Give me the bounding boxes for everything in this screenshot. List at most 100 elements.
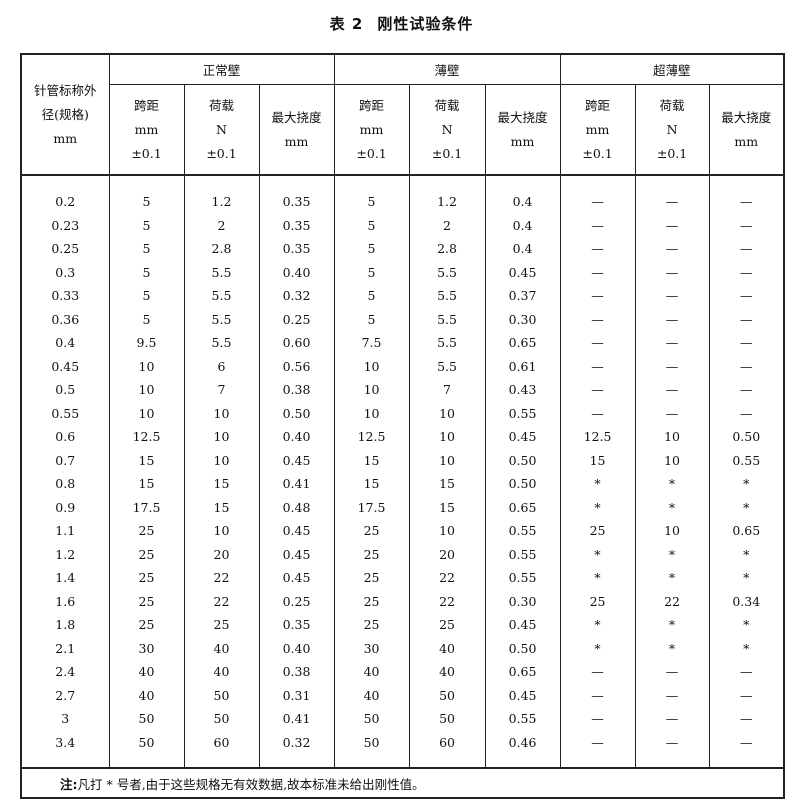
table-cell: 30 — [333, 636, 410, 660]
table-cell: 50 — [333, 707, 410, 731]
table-cell: 10 — [108, 378, 185, 402]
group-header-normal-wall: 正常壁 — [108, 54, 335, 85]
table-cell: 15 — [408, 495, 486, 519]
header-line: 跨距 — [585, 97, 611, 113]
table-cell: — — [634, 378, 710, 402]
table-cell: * — [559, 542, 636, 566]
table-cell: 5 — [108, 213, 185, 237]
table-cell: 0.55 — [20, 401, 110, 425]
table-cell: — — [708, 213, 785, 237]
table-cell: 10 — [108, 354, 185, 378]
note-label: 注: — [60, 776, 78, 792]
table-row: 0.45 10 6 0.56 10 5.5 0.61— — — — [20, 354, 785, 378]
table-cell: 0.35 — [258, 237, 335, 261]
table-cell: 5 — [333, 213, 410, 237]
table-cell: — — [634, 237, 710, 261]
table-cell: 0.32 — [258, 730, 335, 768]
table-cell: 25 — [108, 519, 185, 543]
table-cell: 0.35 — [258, 213, 335, 237]
table-cell: 7.5 — [333, 331, 410, 355]
table-cell: 12.5 — [333, 425, 410, 449]
table-cell: 0.41 — [258, 472, 335, 496]
table-title: 表 2 刚性试验条件 — [0, 13, 803, 34]
table-cell: — — [634, 730, 710, 768]
header-spec-line: 径(规格) — [41, 106, 89, 122]
table-cell: 5.5 — [408, 260, 486, 284]
table-cell: — — [634, 284, 710, 308]
table-cell: — — [559, 401, 636, 425]
table-cell: 50 — [333, 730, 410, 768]
table-cell: 7 — [408, 378, 486, 402]
table-cell: 1.1 — [20, 519, 110, 543]
table-row: 1.2 25 20 0.45 25 20 0.55 * * * — [20, 542, 785, 566]
table-cell: 0.31 — [258, 683, 335, 707]
table-cell: — — [708, 707, 785, 731]
table-cell: 10 — [408, 425, 486, 449]
table-cell: 25 — [559, 519, 636, 543]
table-cell: 0.4 — [20, 331, 110, 355]
table-cell: 0.55 — [484, 707, 561, 731]
header-line: mm — [585, 121, 610, 137]
table-cell: 5 — [108, 260, 185, 284]
table-cell: — — [559, 354, 636, 378]
table-cell: — — [634, 354, 710, 378]
note-text: 凡打 * 号者,由于这些规格无有效数据,故本标准未给出刚性值。 — [77, 776, 425, 792]
table-row: 1.8 25 25 0.35 25 25 0.45 * * * — [20, 613, 785, 637]
table-cell: 20 — [408, 542, 486, 566]
table-cell: 0.45 — [484, 683, 561, 707]
table-cell: * — [634, 566, 710, 590]
table-cell: — — [708, 401, 785, 425]
table-cell: 30 — [108, 636, 185, 660]
header-max-deflection: 最大挠度 mm — [258, 84, 335, 176]
table-cell: 10 — [634, 448, 710, 472]
table-row: 0.6 12.5 10 0.40 12.5 10 0.45 12.5 10 0.50 — [20, 425, 785, 449]
table-cell: — — [708, 683, 785, 707]
table-cell: * — [708, 636, 785, 660]
header-line: ±0.1 — [206, 145, 237, 161]
table-cell: — — [634, 331, 710, 355]
table-cell: 22 — [634, 589, 710, 613]
table-cell: 0.25 — [20, 237, 110, 261]
table-cell: * — [708, 566, 785, 590]
header-line: mm — [134, 121, 159, 137]
table-row: 0.2 5 1.2 0.35 5 1.2 0.4— — — — [20, 175, 785, 214]
table-cell: — — [559, 660, 636, 684]
table-cell: * — [708, 613, 785, 637]
table-cell: 0.61 — [484, 354, 561, 378]
table-cell: 5.5 — [183, 284, 260, 308]
table-cell: 0.4 — [484, 213, 561, 237]
table-cell: — — [634, 213, 710, 237]
header-max-deflection: 最大挠度 mm — [484, 84, 561, 176]
table-cell: 2.7 — [20, 683, 110, 707]
header-span: 跨距 mm ±0.1 — [108, 84, 185, 176]
table-cell: 0.50 — [484, 472, 561, 496]
table-cell: 15 — [108, 448, 185, 472]
table-cell: 40 — [408, 636, 486, 660]
table-cell: — — [634, 260, 710, 284]
group-header-extra-thin-wall: 超薄壁 — [559, 54, 785, 85]
table-cell: * — [708, 542, 785, 566]
table-cell: * — [559, 613, 636, 637]
table-cell: 5 — [108, 237, 185, 261]
table-cell: * — [634, 472, 710, 496]
sub-header-row: 跨距 mm ±0.1 荷载 N ±0.1 最大挠度 mm 跨距 mm ±0.1 荷载 N ±0.1 最大挠度… — [21, 84, 785, 176]
table-cell: — — [708, 730, 785, 768]
table-cell: 0.37 — [484, 284, 561, 308]
group-header-row: 针管标称外 径(规格) mm 正常壁 薄壁 超薄壁 — [20, 54, 785, 176]
table-cell: 0.8 — [20, 472, 110, 496]
header-load: 荷载 N ±0.1 — [408, 84, 486, 176]
table-cell: 15 — [408, 472, 486, 496]
table-cell: 0.55 — [708, 448, 785, 472]
table-cell: 10 — [333, 401, 410, 425]
header-line: N — [666, 121, 678, 137]
table-row: 0.33 5 5.5 0.32 5 5.5 0.37— — — — [20, 284, 785, 308]
table-cell: 5 — [108, 284, 185, 308]
table-cell: 0.23 — [20, 213, 110, 237]
table-note-row: 注:凡打 * 号者,由于这些规格无有效数据,故本标准未给出刚性值。 — [20, 767, 785, 798]
table-cell: 5 — [333, 260, 410, 284]
table-cell: 5 — [333, 175, 410, 214]
table-cell: 10 — [333, 354, 410, 378]
header-line: ±0.1 — [656, 145, 688, 161]
table-row: 0.3 5 5.5 0.40 5 5.5 0.45— — — — [20, 260, 785, 284]
table-cell: 5.5 — [183, 331, 260, 355]
